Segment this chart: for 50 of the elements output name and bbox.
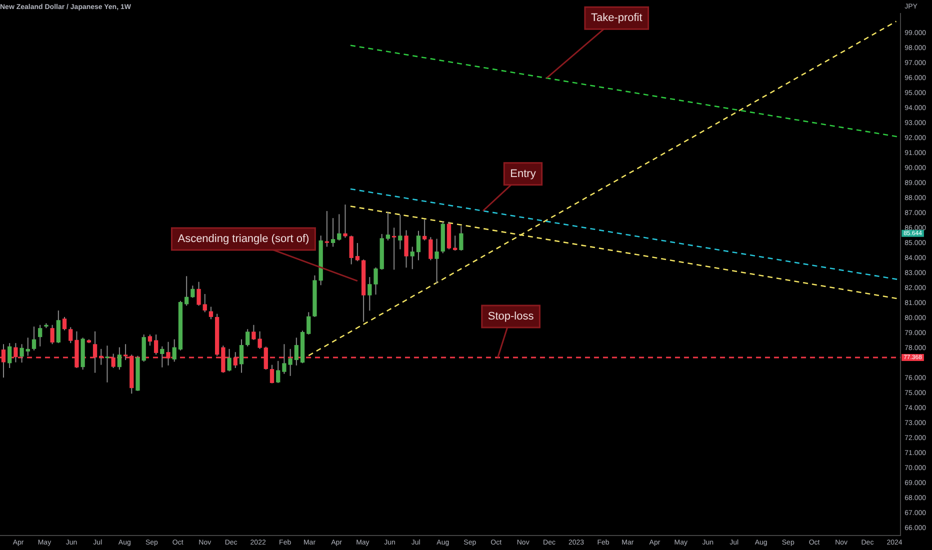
candlestick <box>184 276 189 306</box>
candlestick <box>56 310 60 344</box>
candlestick <box>422 219 427 241</box>
candlestick <box>62 316 67 331</box>
candlestick <box>349 235 354 265</box>
candlestick <box>196 281 201 306</box>
candlestick <box>330 218 336 248</box>
candlestick <box>117 346 122 370</box>
candlestick <box>50 324 54 345</box>
candlestick <box>416 230 421 261</box>
candlestick <box>270 364 274 384</box>
candlestick <box>343 204 348 238</box>
candlestick <box>392 227 396 270</box>
candlestick <box>410 246 414 270</box>
candlestick <box>459 226 464 252</box>
candlestick <box>8 342 12 368</box>
candlestick <box>68 326 73 344</box>
candlestick <box>154 334 158 356</box>
candlestick <box>202 294 207 313</box>
candlestick <box>368 276 372 312</box>
candlestick <box>160 346 164 368</box>
candlestick <box>374 266 378 296</box>
candlestick <box>404 230 408 268</box>
candlestick <box>428 236 433 261</box>
annotation: Take-profit <box>590 12 642 24</box>
candlestick <box>32 326 36 351</box>
candlestick <box>276 360 280 384</box>
candlestick <box>148 334 152 346</box>
candlestick <box>434 238 439 284</box>
candlestick <box>306 312 311 336</box>
annotation: Ascending triangle (sort of) <box>178 232 310 245</box>
annotation: Entry <box>510 168 536 180</box>
candlestick <box>20 344 24 364</box>
candlestick <box>386 211 390 241</box>
candlestick <box>227 348 232 372</box>
candlestick <box>337 214 342 241</box>
candlestick <box>355 242 360 262</box>
candlestick <box>26 337 30 356</box>
candlestick <box>38 324 42 347</box>
candlestick <box>398 214 402 250</box>
candlestick <box>294 337 298 366</box>
candlestick <box>239 338 244 374</box>
candlestick <box>190 285 195 298</box>
candlestick <box>172 338 176 362</box>
candlestick <box>246 328 250 347</box>
candlestick <box>142 334 146 362</box>
annotation: Stop-loss <box>488 310 534 323</box>
candlestick <box>208 306 214 320</box>
candlestick <box>324 210 330 248</box>
candlestick <box>105 345 110 383</box>
